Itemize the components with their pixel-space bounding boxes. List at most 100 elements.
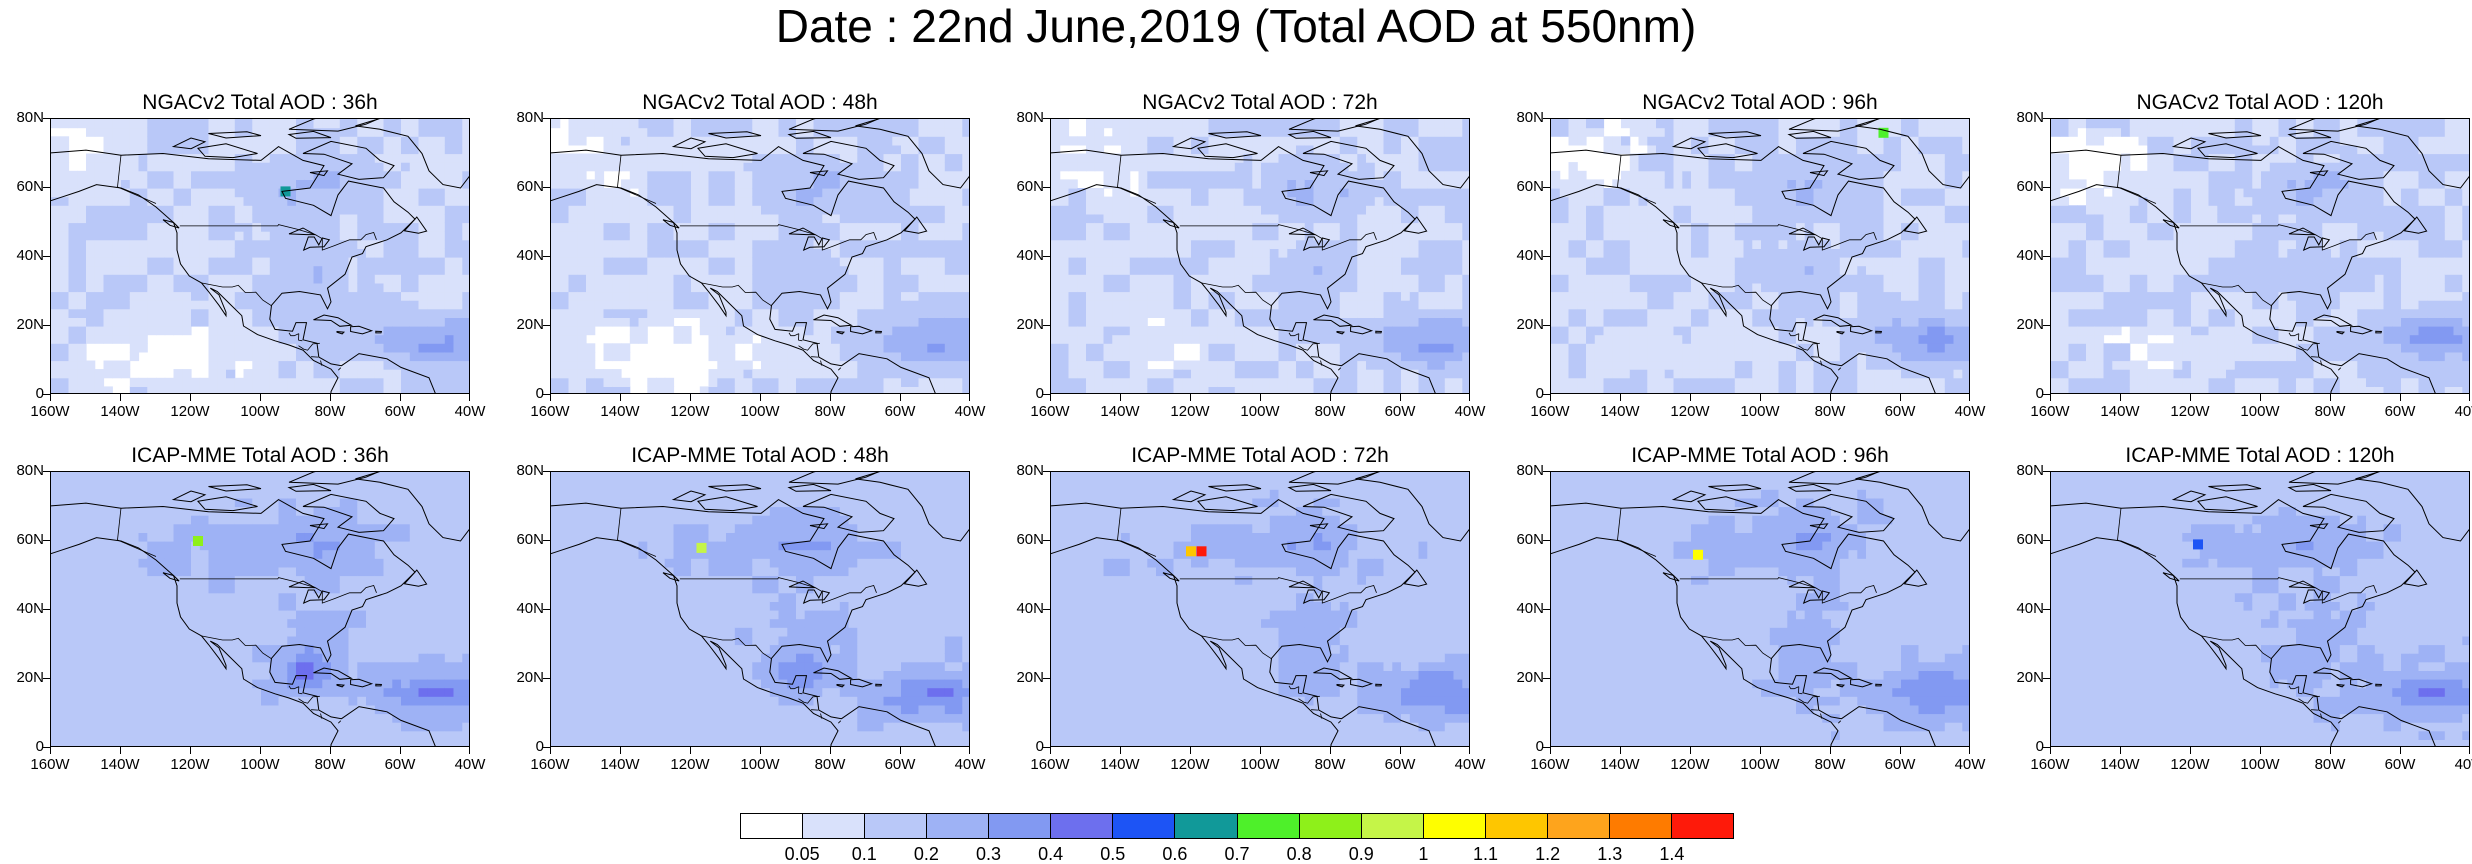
aod-cell [1191, 248, 1200, 257]
aod-cell [717, 257, 726, 266]
aod-cell [1296, 119, 1305, 128]
lon-tick [900, 394, 901, 401]
aod-cell [919, 352, 928, 361]
aod-cell [322, 369, 331, 378]
aod-cell [209, 171, 218, 180]
aod-cell [884, 119, 893, 128]
aod-cell [349, 274, 358, 283]
aod-cell [1674, 309, 1683, 318]
aod-cell [1217, 162, 1226, 171]
aod-cell [866, 378, 875, 387]
aod-cell [112, 369, 121, 378]
aod-cell [1279, 369, 1288, 378]
aod-cell [1244, 162, 1253, 171]
aod-cell [401, 119, 410, 128]
aod-cell [1060, 205, 1069, 214]
aod-cell [1647, 266, 1656, 275]
aod-cell [1165, 188, 1174, 197]
aod-cell [340, 231, 349, 240]
aod-cell [436, 154, 445, 163]
aod-cell [104, 386, 113, 394]
aod-cell [875, 214, 884, 223]
aod-cell [1560, 369, 1569, 378]
aod-cell [1569, 343, 1578, 352]
aod-cell [1551, 309, 1560, 318]
aod-cell [1560, 128, 1569, 137]
aod-cell [1445, 197, 1454, 206]
aod-cell [1577, 197, 1586, 206]
aod-cell [560, 283, 569, 292]
aod-cell [927, 231, 936, 240]
aod-cell [1586, 343, 1595, 352]
aod-cell [191, 240, 200, 249]
lon-tick-label: 40W [440, 404, 500, 420]
aod-cell [1445, 335, 1454, 344]
aod-cell [86, 119, 95, 128]
aod-cell [604, 119, 613, 128]
aod-cell [682, 205, 691, 214]
aod-cell [682, 136, 691, 145]
aod-cell [551, 205, 560, 214]
aod-cell [1462, 326, 1470, 335]
aod-cell [1331, 266, 1340, 275]
aod-cell [1586, 274, 1595, 283]
aod-cell [1095, 300, 1104, 309]
aod-cell [857, 136, 866, 145]
aod-cell [130, 214, 139, 223]
aod-cell [436, 197, 445, 206]
aod-cell [349, 154, 358, 163]
aod-cell [647, 162, 656, 171]
aod-cell [1314, 154, 1323, 163]
aod-cell [69, 335, 78, 344]
aod-cell [595, 162, 604, 171]
aod-cell [436, 361, 445, 370]
aod-cell [191, 292, 200, 301]
aod-cell [691, 300, 700, 309]
aod-cell [1086, 300, 1095, 309]
aod-cell [1156, 386, 1165, 394]
aod-cell [1226, 223, 1235, 232]
aod-cell [717, 205, 726, 214]
aod-cell [112, 283, 121, 292]
aod-cell [1560, 386, 1569, 394]
aod-cell [445, 231, 454, 240]
aod-cell [86, 326, 95, 335]
aod-cell [427, 283, 436, 292]
aod-cell [1051, 154, 1060, 163]
aod-cell [1095, 205, 1104, 214]
aod-cell [410, 205, 419, 214]
aod-cell [1569, 283, 1578, 292]
aod-cell [954, 197, 963, 206]
aod-cell [331, 171, 340, 180]
aod-cell [1121, 214, 1130, 223]
aod-cell [1656, 119, 1665, 128]
aod-cell [69, 197, 78, 206]
aod-cell [1630, 223, 1639, 232]
aod-cell [1454, 300, 1463, 309]
aod-cell [910, 145, 919, 154]
aod-cell [919, 179, 928, 188]
aod-cell [1322, 257, 1331, 266]
aod-cell [1392, 231, 1401, 240]
aod-cell [147, 231, 156, 240]
aod-cell [639, 128, 648, 137]
aod-cell [752, 162, 761, 171]
aod-cell [805, 266, 814, 275]
aod-cell [770, 162, 779, 171]
aod-cell [410, 309, 419, 318]
aod-cell [191, 378, 200, 387]
aod-cell [761, 352, 770, 361]
aod-cell [401, 352, 410, 361]
aod-cell [1586, 369, 1595, 378]
aod-cell [1427, 154, 1436, 163]
aod-cell [130, 300, 139, 309]
aod-cell [1357, 283, 1366, 292]
aod-cell [1086, 128, 1095, 137]
aod-cell [962, 274, 970, 283]
aod-cell [735, 240, 744, 249]
aod-cell [744, 335, 753, 344]
aod-cell [595, 240, 604, 249]
aod-cell [1462, 145, 1470, 154]
aod-cell [1139, 274, 1148, 283]
aod-cell [1462, 171, 1470, 180]
